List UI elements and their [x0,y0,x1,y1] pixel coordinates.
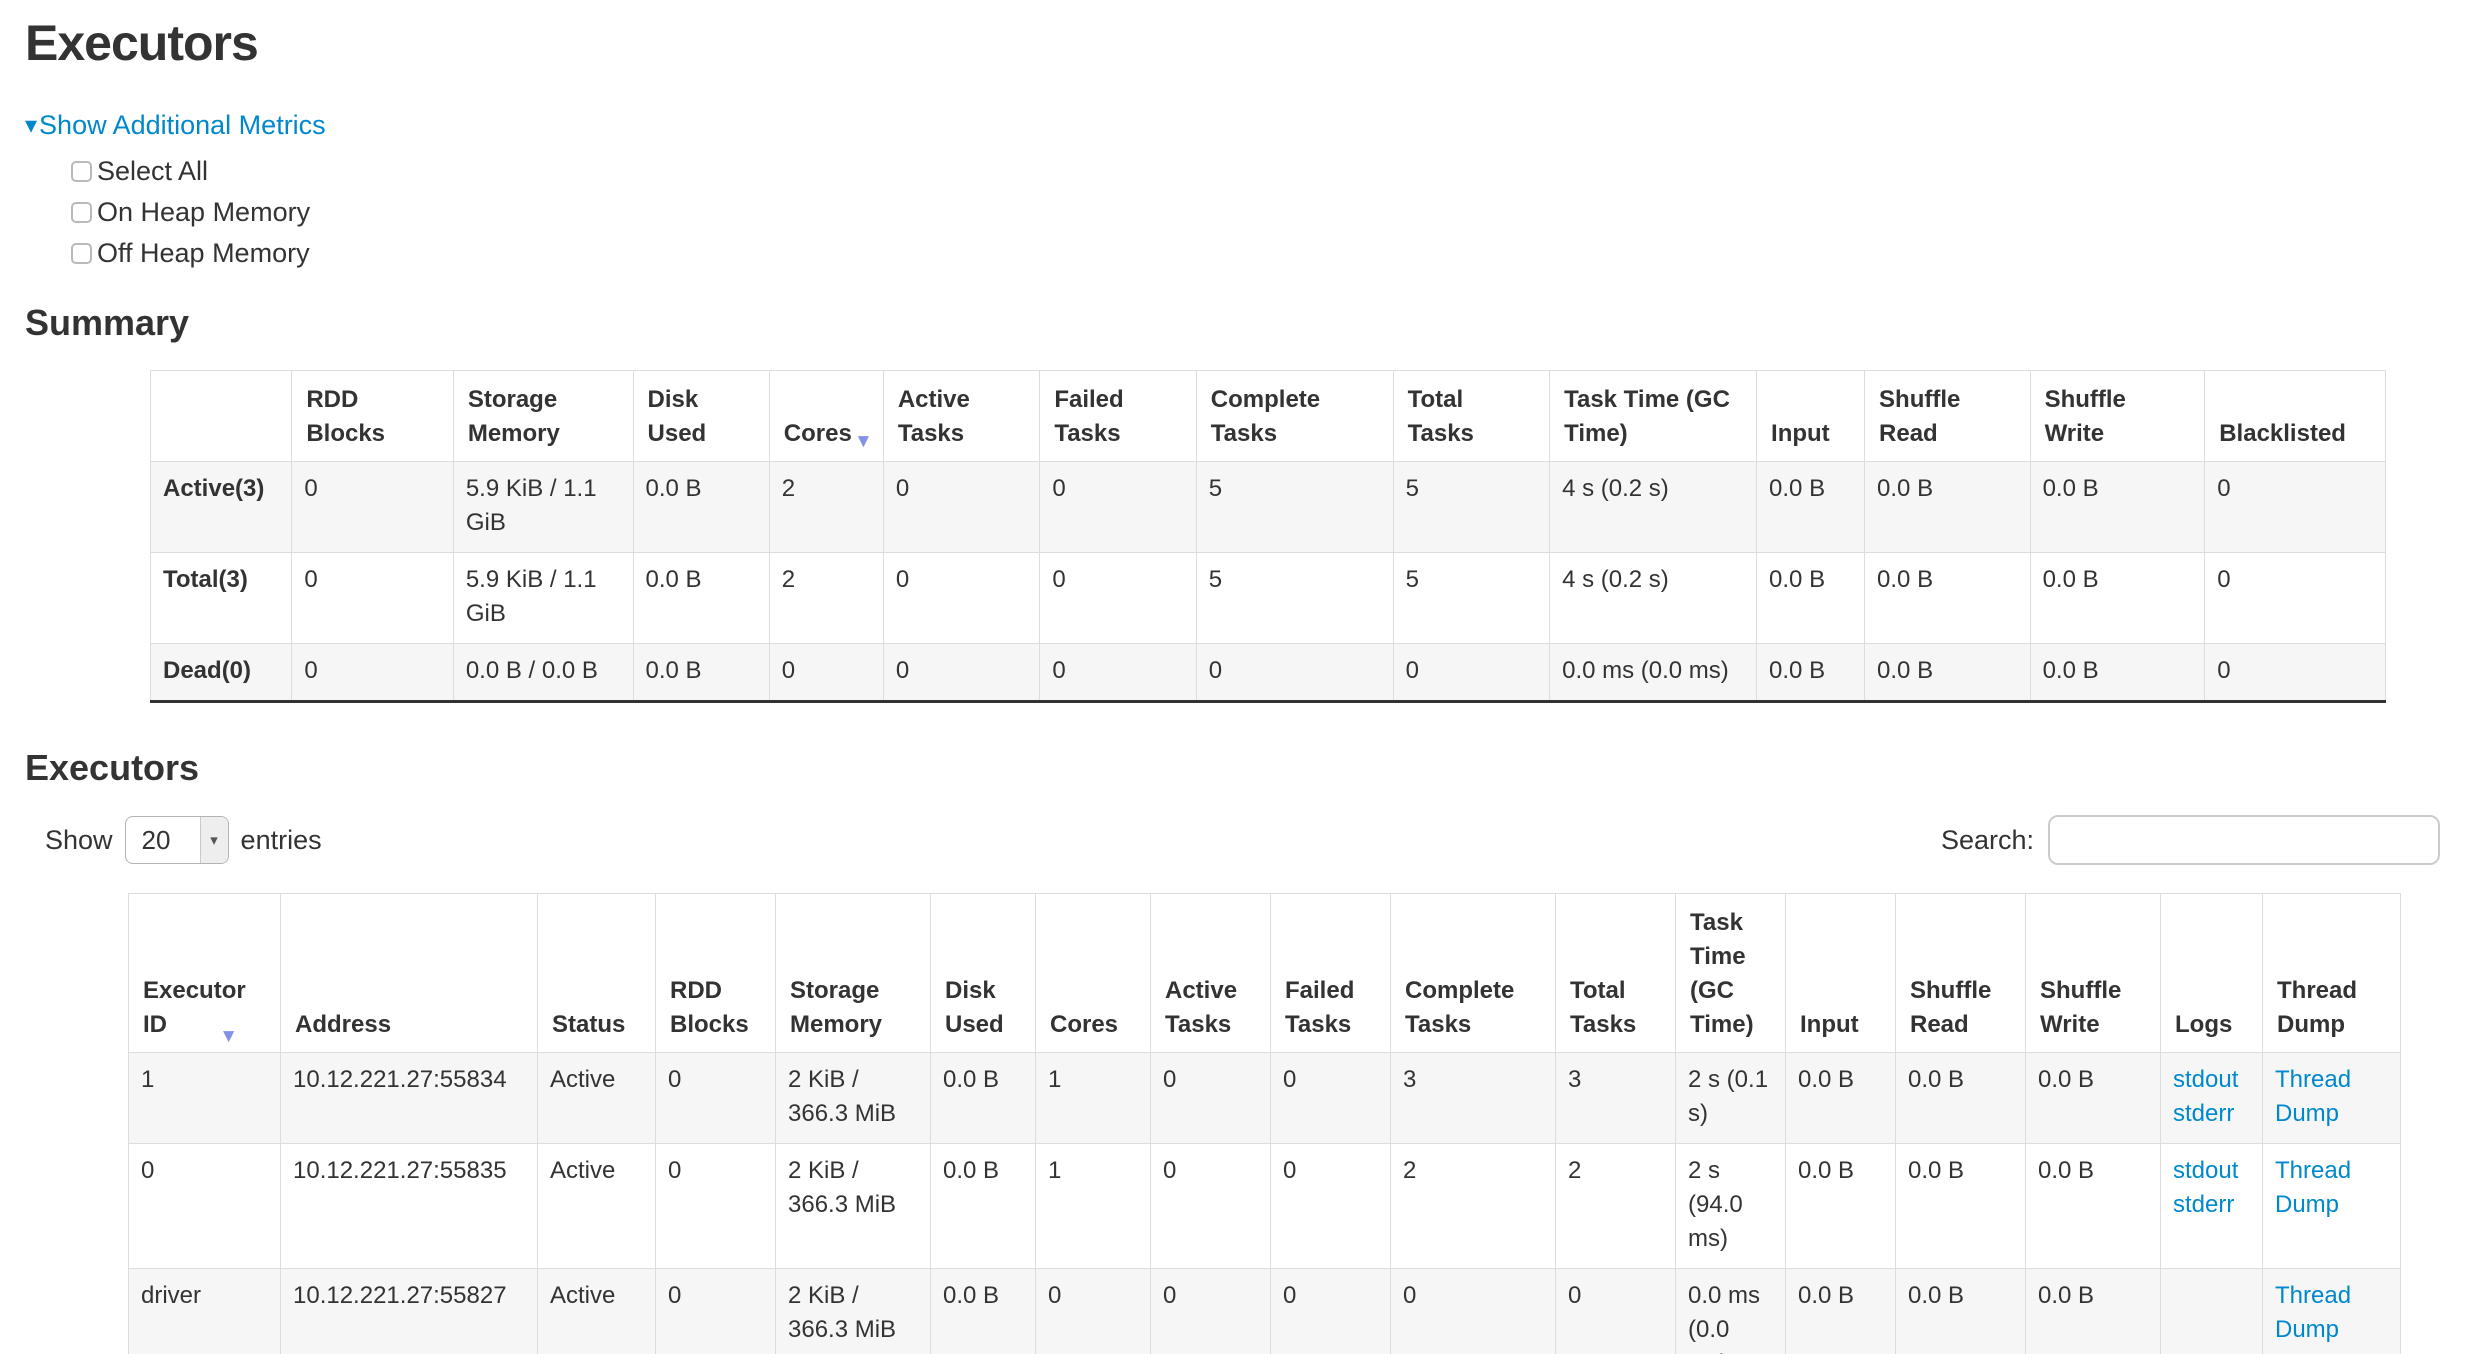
off-heap-memory-label: Off Heap Memory [97,238,310,268]
entries-length-control: Show 20 ▾ entries [45,816,322,864]
exec-col-input[interactable]: Input [1785,893,1896,1053]
exec-col-disk-used[interactable]: Disk Used [930,893,1036,1053]
additional-metrics-panel: ▾ Show Additional Metrics Select All On … [0,110,2466,274]
logs-cell: stdout stderr [2160,1052,2263,1144]
summary-col-storage-memory[interactable]: Storage Memory [452,370,634,462]
summary-col-task-time[interactable]: Task Time (GC Time) [1549,370,1758,462]
exec-col-cores[interactable]: Cores [1035,893,1151,1053]
on-heap-memory-checkbox[interactable] [71,202,92,223]
summary-col-shuffle-read[interactable]: Shuffle Read [1864,370,2031,462]
show-label: Show [45,824,113,855]
stderr-link[interactable]: stderr [2173,1100,2235,1127]
exec-col-logs[interactable]: Logs [2160,893,2263,1053]
exec-col-status[interactable]: Status [537,893,656,1053]
summary-heading: Summary [25,302,190,343]
exec-col-address[interactable]: Address [280,893,538,1053]
summary-col-total-tasks[interactable]: Total Tasks [1392,370,1551,462]
entries-select-value: 20 [141,824,171,855]
summary-col-shuffle-write[interactable]: Shuffle Write [2029,370,2206,462]
summary-header-row: RDD Blocks Storage Memory Disk Used Core… [149,370,2386,462]
logs-cell: stdout stderr [2160,1143,2263,1269]
thread-dump-link[interactable]: Thread Dump [2275,1157,2352,1218]
sort-desc-icon: ▼ [854,431,873,452]
summary-table-container: RDD Blocks Storage Memory Disk Used Core… [149,370,2466,703]
stdout-link[interactable]: stdout [2173,1066,2239,1093]
summary-row-dead: Dead(0) 0 0.0 B / 0.0 B 0.0 B 0 0 0 0 0 … [149,643,2386,702]
exec-col-task-time[interactable]: Task Time (GC Time) [1675,893,1786,1053]
exec-col-shuffle-read[interactable]: Shuffle Read [1895,893,2026,1053]
summary-table: RDD Blocks Storage Memory Disk Used Core… [149,370,2386,703]
summary-row-active: Active(3) 0 5.9 KiB / 1.1 GiB 0.0 B 2 0 … [149,461,2386,553]
page-title: Executors [25,15,259,71]
summary-col-complete-tasks[interactable]: Complete Tasks [1195,370,1394,462]
search-input[interactable] [2048,815,2440,865]
thread-dump-cell: Thread Dump [2262,1143,2401,1269]
summary-col-active-tasks[interactable]: Active Tasks [882,370,1041,462]
summary-col-cores[interactable]: Cores ▼ [768,370,884,462]
metrics-checkbox-list: Select All On Heap Memory Off Heap Memor… [25,151,2466,274]
exec-col-shuffle-write[interactable]: Shuffle Write [2025,893,2161,1053]
summary-col-input[interactable]: Input [1756,370,1866,462]
exec-col-active-tasks[interactable]: Active Tasks [1150,893,1271,1053]
executor-row-driver: driver 10.12.221.27:55827 Active 0 2 KiB… [128,1268,2401,1354]
stdout-link[interactable]: stdout [2173,1157,2239,1184]
show-additional-metrics-toggle[interactable]: ▾ Show Additional Metrics [25,110,326,141]
executor-row-0: 0 10.12.221.27:55835 Active 0 2 KiB / 36… [128,1143,2401,1269]
thread-dump-link[interactable]: Thread Dump [2275,1066,2352,1127]
executors-table-container: Executor ID ▼ Address Status RDD Blocks S… [0,893,2466,1354]
show-additional-metrics-label: Show Additional Metrics [39,110,326,140]
executors-header-row: Executor ID ▼ Address Status RDD Blocks S… [128,893,2401,1053]
off-heap-memory-checkbox[interactable] [71,243,92,264]
select-all-label: Select All [97,156,209,186]
logs-cell-empty [2160,1268,2263,1354]
sort-desc-icon: ▼ [219,1026,238,1047]
search-label: Search: [1940,824,2034,855]
exec-col-rdd-blocks[interactable]: RDD Blocks [655,893,776,1053]
summary-col-failed-tasks[interactable]: Failed Tasks [1039,370,1197,462]
thread-dump-cell: Thread Dump [2262,1268,2401,1354]
summary-corner-cell [149,370,293,462]
stderr-link[interactable]: stderr [2173,1191,2235,1218]
exec-col-complete-tasks[interactable]: Complete Tasks [1390,893,1556,1053]
thread-dump-cell: Thread Dump [2262,1052,2401,1144]
summary-row-total: Total(3) 0 5.9 KiB / 1.1 GiB 0.0 B 2 0 0… [149,552,2386,644]
metrics-item-on-heap: On Heap Memory [25,192,2466,233]
search-control: Search: [1941,815,2440,865]
exec-col-storage-memory[interactable]: Storage Memory [775,893,931,1053]
entries-label: entries [240,824,322,855]
select-dropdown-arrow-icon: ▾ [199,817,228,863]
exec-col-total-tasks[interactable]: Total Tasks [1555,893,1676,1053]
metrics-item-off-heap: Off Heap Memory [25,233,2466,274]
executors-table: Executor ID ▼ Address Status RDD Blocks S… [128,893,2401,1354]
executors-table-controls: Show 20 ▾ entries Search: [0,815,2466,865]
metrics-item-select-all: Select All [25,151,2466,192]
exec-col-failed-tasks[interactable]: Failed Tasks [1270,893,1391,1053]
summary-col-disk-used[interactable]: Disk Used [632,370,770,462]
on-heap-memory-label: On Heap Memory [97,197,311,227]
summary-col-rdd-blocks[interactable]: RDD Blocks [291,370,454,462]
executors-heading: Executors [25,747,200,788]
caret-down-icon: ▾ [25,112,38,139]
exec-col-thread-dump[interactable]: Thread Dump [2262,893,2401,1053]
exec-col-executor-id[interactable]: Executor ID ▼ [128,893,281,1053]
summary-col-blacklisted[interactable]: Blacklisted [2204,370,2386,462]
entries-select[interactable]: 20 ▾ [124,816,229,864]
thread-dump-link[interactable]: Thread Dump [2275,1282,2352,1343]
executor-row-1: 1 10.12.221.27:55834 Active 0 2 KiB / 36… [128,1052,2401,1144]
select-all-checkbox[interactable] [71,161,92,182]
